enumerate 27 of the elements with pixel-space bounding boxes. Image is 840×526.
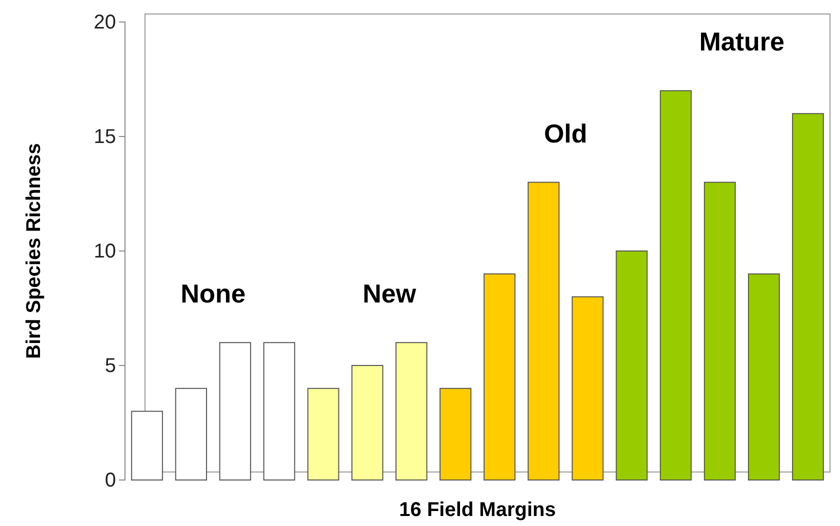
annotation: Mature	[699, 26, 784, 57]
bar	[484, 273, 516, 480]
bar	[307, 388, 340, 480]
bar	[395, 342, 428, 480]
bar	[748, 273, 780, 480]
annotation: New	[362, 278, 417, 309]
y-tick-label: 15	[94, 126, 116, 148]
y-tick-label: 20	[94, 11, 116, 34]
bar	[131, 410, 163, 480]
bar	[572, 296, 604, 480]
bar	[704, 182, 736, 480]
bar	[351, 365, 384, 480]
annotation: Old	[544, 118, 588, 148]
bar	[263, 342, 296, 480]
y-axis-title: Bird Species Richness	[23, 143, 45, 359]
x-axis-title: 16 Field Margins	[399, 499, 556, 521]
y-tick-label: 10	[94, 240, 116, 262]
y-tick-label: 0	[104, 469, 116, 492]
bar	[792, 113, 824, 480]
y-tick-label: 5	[104, 354, 116, 377]
bar	[440, 388, 472, 480]
bar	[175, 388, 208, 480]
bar	[660, 90, 692, 480]
bar	[219, 342, 252, 480]
bar	[616, 250, 648, 480]
bar	[528, 182, 560, 480]
annotation: None	[180, 278, 246, 309]
